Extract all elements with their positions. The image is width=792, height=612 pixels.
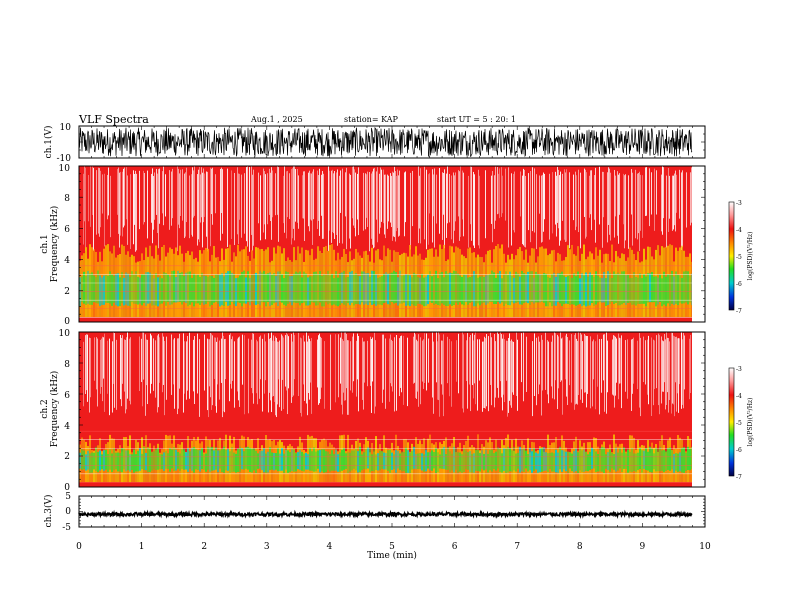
ch3-ytick-top: 5 xyxy=(65,492,71,502)
xtick-4: 4 xyxy=(327,542,333,552)
s1-ytick-2: 2 xyxy=(64,287,70,297)
xtick-5: 5 xyxy=(389,542,395,552)
ch2-spectrogram-white-streaks xyxy=(83,332,691,418)
s1-ylabel: Frequency (kHz) xyxy=(49,206,60,283)
cb1-tick-6: -6 xyxy=(736,281,742,288)
s2-ylabel: Frequency (kHz) xyxy=(49,371,60,448)
xtick-10: 10 xyxy=(699,542,711,552)
s2-ytick-6: 6 xyxy=(64,391,70,401)
xtick-3: 3 xyxy=(264,542,270,552)
ch1-waveform-panel xyxy=(78,125,706,159)
colorbar-2 xyxy=(728,367,735,477)
s1-ytick-0: 0 xyxy=(64,317,70,327)
ch2-spectrogram-panel xyxy=(78,331,706,488)
s1-ytick-4: 4 xyxy=(64,256,70,266)
xtick-0: 0 xyxy=(76,542,82,552)
ch2-spectrogram-green-band xyxy=(79,446,693,474)
s2-ylabel-channel: ch.2 xyxy=(40,399,50,418)
s1-ytick-6: 6 xyxy=(64,225,70,235)
colorbar-1 xyxy=(728,201,735,311)
ch1-spectrogram-border xyxy=(78,165,706,323)
s2-ytick-10: 10 xyxy=(59,329,71,339)
cb1-tick-7: -7 xyxy=(736,308,742,315)
start-time-label: start UT = 5 : 20: 1 xyxy=(437,115,516,124)
cb1-tick-4: -4 xyxy=(736,227,742,234)
xtick-6: 6 xyxy=(452,542,458,552)
s2-ytick-8: 8 xyxy=(64,360,70,370)
x-axis-label: Time (min) xyxy=(367,550,417,561)
xtick-8: 8 xyxy=(577,542,583,552)
ch1-waveform-line xyxy=(78,126,693,158)
s1-ytick-10: 10 xyxy=(59,164,71,174)
ch2-spectrogram-harmonic-lines xyxy=(79,430,692,483)
cb1-label: log(PSD)(V²/Hz) xyxy=(747,232,754,281)
cb2-tick-4: -4 xyxy=(736,393,742,400)
ch1-ylabel: ch.1(V) xyxy=(43,126,54,159)
station-label: station= KAP xyxy=(344,115,399,124)
ch1-spectrogram-white-streaks xyxy=(83,166,692,252)
s2-ytick-0: 0 xyxy=(64,483,70,493)
xtick-9: 9 xyxy=(640,542,646,552)
ch1-ytick-top: 10 xyxy=(60,123,72,133)
ch3-waveform-line xyxy=(78,509,693,520)
ch1-ytick-bottom: -10 xyxy=(57,154,72,164)
cb1-tick-3: -3 xyxy=(736,200,742,207)
s2-ytick-4: 4 xyxy=(64,422,70,432)
ch3-ylabel: ch.3(V) xyxy=(43,495,54,528)
ch3-ytick-bottom: -5 xyxy=(62,523,71,533)
cb2-tick-3: -3 xyxy=(736,366,742,373)
ch1-spectrogram-harmonic-lines xyxy=(79,265,692,318)
figure-title: VLF Spectra xyxy=(78,113,149,126)
cb1-tick-5: -5 xyxy=(736,254,742,261)
ch3-waveform-panel xyxy=(78,495,706,528)
ch1-spectrogram-panel xyxy=(78,165,706,323)
ch3-ytick-mid: 0 xyxy=(65,507,71,517)
date-label: Aug.1 , 2025 xyxy=(250,115,303,124)
cb2-tick-6: -6 xyxy=(736,447,742,454)
s1-ylabel-channel: ch.1 xyxy=(40,234,50,253)
xtick-1: 1 xyxy=(139,542,145,552)
ch2-spectrogram-blank-edge xyxy=(692,332,705,487)
s1-ytick-8: 8 xyxy=(64,194,70,204)
xtick-2: 2 xyxy=(201,542,207,552)
cb2-label: log(PSD)(V²/Hz) xyxy=(747,398,754,447)
ch1-spectrogram-blank-edge xyxy=(692,166,705,322)
ch2-spectrogram-border xyxy=(78,331,706,488)
cb2-tick-7: -7 xyxy=(736,474,742,481)
xtick-7: 7 xyxy=(514,542,520,552)
ch3-waveform-frame xyxy=(78,495,706,528)
s2-ytick-2: 2 xyxy=(64,452,70,462)
cb2-tick-5: -5 xyxy=(736,420,742,427)
